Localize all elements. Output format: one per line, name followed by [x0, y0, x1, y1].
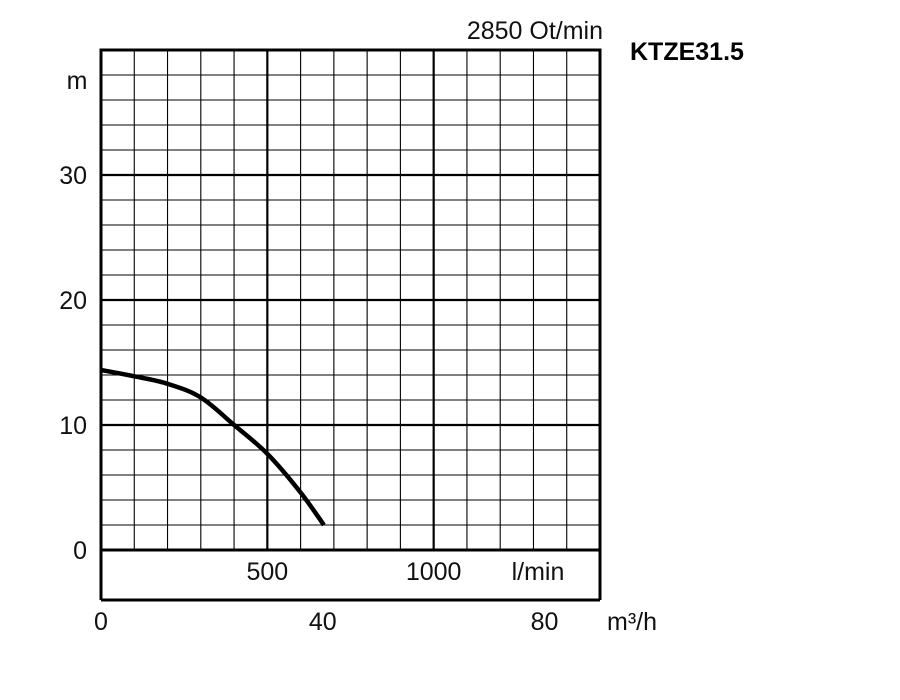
head-flow-curve: [100, 367, 326, 527]
x-m3h-tick-label: 80: [531, 608, 559, 636]
plot-border: [99, 48, 602, 552]
y-tick-label: 20: [59, 287, 87, 315]
y-tick-label: 0: [73, 537, 87, 565]
x-m3h-tick-label: 40: [309, 608, 337, 636]
y-axis-label: m: [67, 67, 88, 95]
tick-labels: 0 10 20 30 500 1000 0 40 80: [59, 162, 558, 636]
chart-title: 2850 Ot/min: [467, 17, 603, 45]
x-m3h-tick-label: 0: [94, 608, 108, 636]
axis-labels: 2850 Ot/min KTZE31.5 m l/min m³/h: [67, 17, 744, 636]
curve-layer: [100, 367, 326, 527]
x-unit-m3h: m³/h: [607, 608, 657, 636]
plot-frame: [99, 48, 602, 602]
y-tick-label: 10: [59, 412, 87, 440]
model-label: KTZE31.5: [630, 38, 744, 66]
grid: [101, 50, 600, 550]
x-lmin-tick-label: 500: [246, 558, 288, 586]
x-lmin-tick-label: 1000: [406, 558, 462, 586]
x-unit-lmin: l/min: [512, 558, 565, 586]
y-tick-label: 30: [59, 162, 87, 190]
